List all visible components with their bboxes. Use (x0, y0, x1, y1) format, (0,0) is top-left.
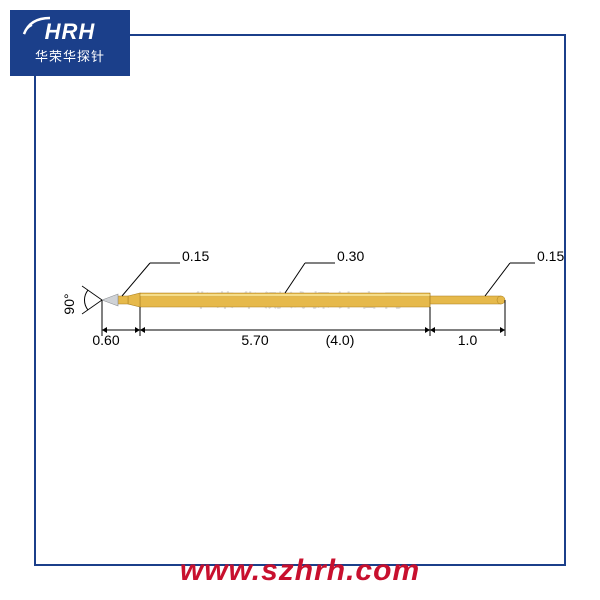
svg-text:0.60: 0.60 (92, 332, 119, 348)
svg-text:0.15: 0.15 (537, 248, 564, 264)
svg-text:0.15: 0.15 (182, 248, 209, 264)
svg-text:0.30: 0.30 (337, 248, 364, 264)
technical-drawing: 0.15 0.30 0.15 0.60 5.70 (4.0) 1.0 90° (0, 0, 600, 600)
website-url: www.szhrh.com (0, 554, 600, 588)
svg-text:1.0: 1.0 (458, 332, 478, 348)
svg-text:5.70: 5.70 (241, 332, 268, 348)
svg-text:(4.0): (4.0) (326, 332, 355, 348)
svg-text:90°: 90° (61, 293, 77, 314)
